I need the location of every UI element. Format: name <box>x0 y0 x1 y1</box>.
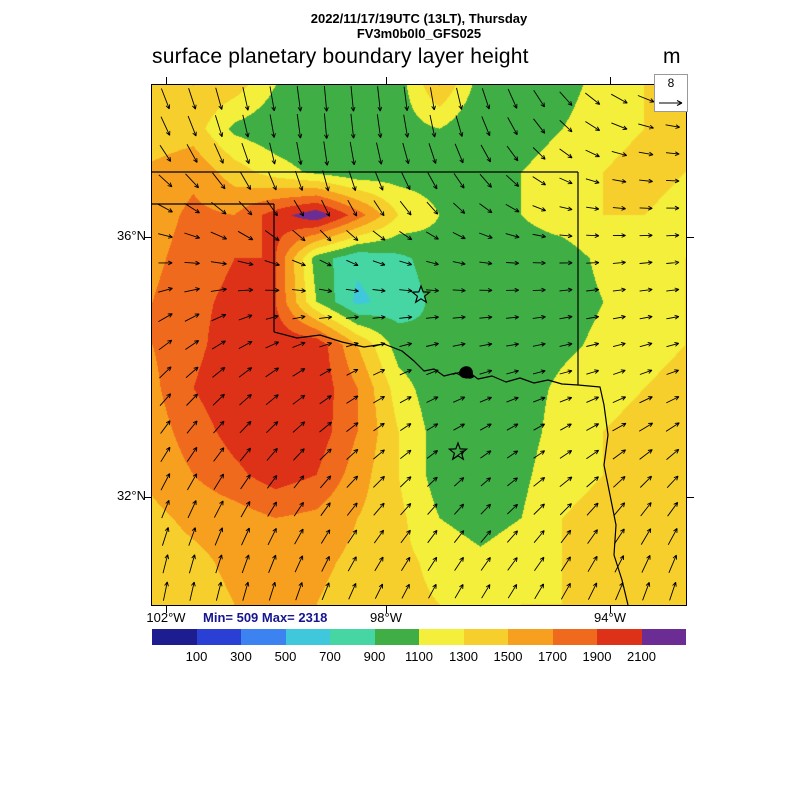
axis-tick <box>610 606 611 613</box>
reference-vector-arrow-icon <box>659 100 683 106</box>
colorbar-tick-label: 700 <box>319 649 341 664</box>
colorbar-tick-label: 300 <box>230 649 252 664</box>
star-marker <box>447 441 469 461</box>
lake-marker <box>459 366 474 379</box>
border-texas_east <box>577 384 629 605</box>
lon-axis-label: 98°W <box>370 610 402 625</box>
wind-vectors <box>157 85 681 601</box>
axis-tick <box>166 77 167 84</box>
lat-axis-label: 32°N <box>116 488 146 503</box>
lat-axis-label: 36°N <box>116 228 146 243</box>
colorbar-tick-label: 900 <box>363 649 386 664</box>
minmax-stats: Min= 509 Max= 2318 <box>203 610 328 625</box>
axis-tick <box>386 77 387 84</box>
axis-tick <box>166 606 167 613</box>
colorbar-tick-label: 1100 <box>405 649 433 664</box>
colorbar-segment <box>597 629 642 645</box>
reference-vector-box: 8 <box>654 74 688 112</box>
colorbar-tick-label: 2100 <box>627 649 656 664</box>
map-overlay <box>152 85 681 605</box>
datetime-title: 2022/11/17/19UTC (13LT), Thursday <box>310 11 528 26</box>
colorbar-tick-label: 1900 <box>582 649 612 664</box>
units-label: m <box>663 45 681 68</box>
colorbar-tick-label: 1500 <box>493 649 523 664</box>
axis-tick <box>144 497 151 498</box>
axis-tick <box>610 77 611 84</box>
map-plot-area <box>151 84 687 606</box>
colorbar-segment <box>552 629 597 645</box>
colorbar-tick-label: 100 <box>185 649 208 664</box>
axis-tick <box>687 497 694 498</box>
colorbar-segment <box>463 629 508 645</box>
star-marker <box>410 284 432 304</box>
colorbar <box>152 629 686 645</box>
colorbar-segment <box>641 629 686 645</box>
colorbar-segment <box>196 629 241 645</box>
lon-axis-label: 102°W <box>146 610 186 625</box>
model-title: FV3m0b0l0_GFS025 <box>356 26 482 41</box>
reference-vector-value: 8 <box>667 76 675 90</box>
colorbar-segment <box>241 629 286 645</box>
axis-tick <box>386 606 387 613</box>
axis-tick <box>144 237 151 238</box>
colorbar-segment <box>419 629 464 645</box>
chart-title: surface planetary boundary layer height <box>152 45 529 68</box>
colorbar-segment <box>152 629 197 645</box>
lon-axis-label: 94°W <box>594 610 626 625</box>
colorbar-segment <box>285 629 330 645</box>
colorbar-tick-label: 500 <box>274 649 297 664</box>
colorbar-segment <box>374 629 419 645</box>
colorbar-segment <box>508 629 553 645</box>
colorbar-segment <box>330 629 375 645</box>
colorbar-tick-label: 1300 <box>449 649 478 664</box>
axis-tick <box>687 237 694 238</box>
colorbar-tick-label: 1700 <box>538 649 567 664</box>
border-red_river <box>273 331 579 386</box>
